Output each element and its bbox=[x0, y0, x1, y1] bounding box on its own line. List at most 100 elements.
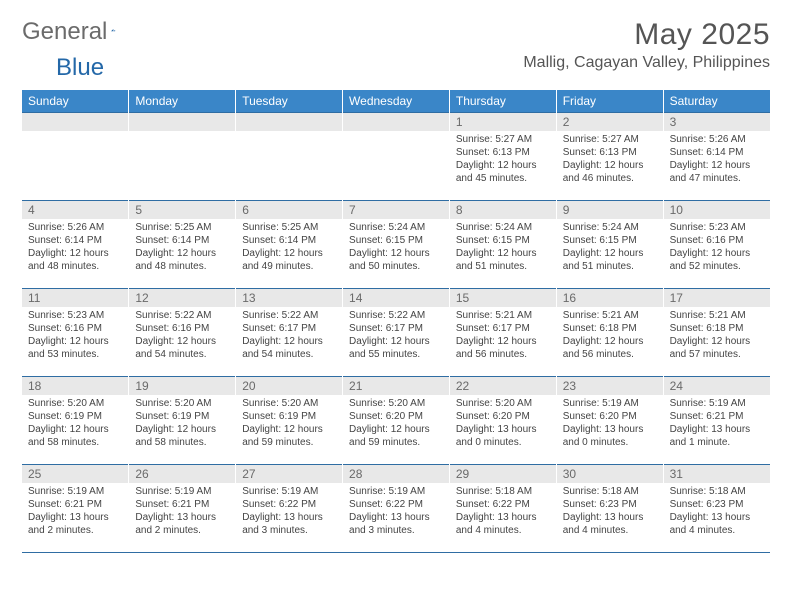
day-number: 2 bbox=[557, 113, 663, 131]
detail-line: Sunrise: 5:21 AM bbox=[563, 309, 657, 322]
day-number: 29 bbox=[450, 465, 556, 483]
detail-line: and 1 minute. bbox=[670, 436, 764, 449]
day-details: Sunrise: 5:20 AMSunset: 6:19 PMDaylight:… bbox=[22, 395, 128, 453]
detail-line: and 48 minutes. bbox=[28, 260, 122, 273]
day-number: 22 bbox=[450, 377, 556, 395]
detail-line: Sunrise: 5:19 AM bbox=[349, 485, 443, 498]
day-number: 15 bbox=[450, 289, 556, 307]
day-details: Sunrise: 5:25 AMSunset: 6:14 PMDaylight:… bbox=[129, 219, 235, 277]
calendar-day-cell: 12Sunrise: 5:22 AMSunset: 6:16 PMDayligh… bbox=[129, 289, 236, 377]
calendar-header-row: SundayMondayTuesdayWednesdayThursdayFrid… bbox=[22, 90, 770, 113]
detail-line: Sunset: 6:17 PM bbox=[242, 322, 336, 335]
detail-line: Sunset: 6:21 PM bbox=[670, 410, 764, 423]
detail-line: Sunrise: 5:19 AM bbox=[563, 397, 657, 410]
detail-line: Sunrise: 5:27 AM bbox=[563, 133, 657, 146]
calendar-day-cell: 24Sunrise: 5:19 AMSunset: 6:21 PMDayligh… bbox=[663, 377, 770, 465]
day-number: 17 bbox=[664, 289, 770, 307]
day-number bbox=[129, 113, 235, 131]
logo-word-blue: Blue bbox=[56, 54, 104, 81]
detail-line: Daylight: 12 hours bbox=[349, 423, 443, 436]
calendar-day-cell: 20Sunrise: 5:20 AMSunset: 6:19 PMDayligh… bbox=[236, 377, 343, 465]
calendar-day-cell: 21Sunrise: 5:20 AMSunset: 6:20 PMDayligh… bbox=[343, 377, 450, 465]
calendar-day-cell: 17Sunrise: 5:21 AMSunset: 6:18 PMDayligh… bbox=[663, 289, 770, 377]
detail-line: Sunrise: 5:19 AM bbox=[670, 397, 764, 410]
detail-line: Daylight: 12 hours bbox=[349, 247, 443, 260]
calendar-day-cell: 13Sunrise: 5:22 AMSunset: 6:17 PMDayligh… bbox=[236, 289, 343, 377]
day-number: 14 bbox=[343, 289, 449, 307]
detail-line: and 50 minutes. bbox=[349, 260, 443, 273]
detail-line: Daylight: 13 hours bbox=[563, 423, 657, 436]
detail-line: Daylight: 12 hours bbox=[456, 247, 550, 260]
detail-line: and 52 minutes. bbox=[670, 260, 764, 273]
calendar-week-row: 1Sunrise: 5:27 AMSunset: 6:13 PMDaylight… bbox=[22, 113, 770, 201]
detail-line: Daylight: 13 hours bbox=[670, 423, 764, 436]
day-number: 18 bbox=[22, 377, 128, 395]
day-details: Sunrise: 5:23 AMSunset: 6:16 PMDaylight:… bbox=[664, 219, 770, 277]
day-number: 27 bbox=[236, 465, 342, 483]
calendar-day-cell: 19Sunrise: 5:20 AMSunset: 6:19 PMDayligh… bbox=[129, 377, 236, 465]
day-number: 11 bbox=[22, 289, 128, 307]
detail-line: and 2 minutes. bbox=[28, 524, 122, 537]
detail-line: and 54 minutes. bbox=[242, 348, 336, 361]
day-details: Sunrise: 5:20 AMSunset: 6:20 PMDaylight:… bbox=[343, 395, 449, 453]
day-details: Sunrise: 5:18 AMSunset: 6:22 PMDaylight:… bbox=[450, 483, 556, 541]
detail-line: Sunrise: 5:27 AM bbox=[456, 133, 550, 146]
detail-line: Sunrise: 5:19 AM bbox=[28, 485, 122, 498]
dow-header: Sunday bbox=[22, 90, 129, 113]
calendar-day-cell: 28Sunrise: 5:19 AMSunset: 6:22 PMDayligh… bbox=[343, 465, 450, 553]
calendar-day-cell: 5Sunrise: 5:25 AMSunset: 6:14 PMDaylight… bbox=[129, 201, 236, 289]
day-details: Sunrise: 5:20 AMSunset: 6:19 PMDaylight:… bbox=[129, 395, 235, 453]
calendar-day-cell: 16Sunrise: 5:21 AMSunset: 6:18 PMDayligh… bbox=[556, 289, 663, 377]
dow-header: Thursday bbox=[449, 90, 556, 113]
detail-line: Sunset: 6:22 PM bbox=[349, 498, 443, 511]
detail-line: Sunrise: 5:19 AM bbox=[242, 485, 336, 498]
detail-line: Daylight: 12 hours bbox=[242, 247, 336, 260]
detail-line: Sunset: 6:18 PM bbox=[563, 322, 657, 335]
detail-line: Sunset: 6:13 PM bbox=[456, 146, 550, 159]
detail-line: Sunrise: 5:22 AM bbox=[135, 309, 229, 322]
day-number: 25 bbox=[22, 465, 128, 483]
logo-mark-icon bbox=[111, 21, 115, 39]
day-number: 12 bbox=[129, 289, 235, 307]
detail-line: Sunrise: 5:26 AM bbox=[28, 221, 122, 234]
detail-line: Sunset: 6:17 PM bbox=[456, 322, 550, 335]
detail-line: Daylight: 13 hours bbox=[28, 511, 122, 524]
detail-line: Daylight: 12 hours bbox=[563, 247, 657, 260]
calendar-day-cell: 22Sunrise: 5:20 AMSunset: 6:20 PMDayligh… bbox=[449, 377, 556, 465]
dow-header: Wednesday bbox=[343, 90, 450, 113]
detail-line: Sunset: 6:18 PM bbox=[670, 322, 764, 335]
detail-line: and 58 minutes. bbox=[135, 436, 229, 449]
detail-line: and 49 minutes. bbox=[242, 260, 336, 273]
day-number: 23 bbox=[557, 377, 663, 395]
dow-header: Tuesday bbox=[236, 90, 343, 113]
detail-line: Daylight: 12 hours bbox=[563, 335, 657, 348]
day-details: Sunrise: 5:21 AMSunset: 6:18 PMDaylight:… bbox=[664, 307, 770, 365]
detail-line: Daylight: 13 hours bbox=[242, 511, 336, 524]
detail-line: Sunrise: 5:20 AM bbox=[456, 397, 550, 410]
detail-line: Sunrise: 5:20 AM bbox=[28, 397, 122, 410]
day-details: Sunrise: 5:23 AMSunset: 6:16 PMDaylight:… bbox=[22, 307, 128, 365]
day-details: Sunrise: 5:19 AMSunset: 6:22 PMDaylight:… bbox=[343, 483, 449, 541]
detail-line: and 2 minutes. bbox=[135, 524, 229, 537]
day-number: 31 bbox=[664, 465, 770, 483]
detail-line: Daylight: 12 hours bbox=[670, 247, 764, 260]
day-details: Sunrise: 5:24 AMSunset: 6:15 PMDaylight:… bbox=[343, 219, 449, 277]
day-details: Sunrise: 5:21 AMSunset: 6:18 PMDaylight:… bbox=[557, 307, 663, 365]
calendar-week-row: 25Sunrise: 5:19 AMSunset: 6:21 PMDayligh… bbox=[22, 465, 770, 553]
detail-line: Daylight: 12 hours bbox=[135, 335, 229, 348]
day-number: 7 bbox=[343, 201, 449, 219]
detail-line: Daylight: 12 hours bbox=[135, 247, 229, 260]
day-number: 6 bbox=[236, 201, 342, 219]
detail-line: and 3 minutes. bbox=[242, 524, 336, 537]
detail-line: and 53 minutes. bbox=[28, 348, 122, 361]
detail-line: and 55 minutes. bbox=[349, 348, 443, 361]
day-number: 8 bbox=[450, 201, 556, 219]
detail-line: and 0 minutes. bbox=[563, 436, 657, 449]
calendar-day-cell: 2Sunrise: 5:27 AMSunset: 6:13 PMDaylight… bbox=[556, 113, 663, 201]
detail-line: Daylight: 13 hours bbox=[670, 511, 764, 524]
calendar-day-cell: 7Sunrise: 5:24 AMSunset: 6:15 PMDaylight… bbox=[343, 201, 450, 289]
calendar-day-cell: 31Sunrise: 5:18 AMSunset: 6:23 PMDayligh… bbox=[663, 465, 770, 553]
detail-line: Sunset: 6:15 PM bbox=[349, 234, 443, 247]
day-number: 19 bbox=[129, 377, 235, 395]
day-number bbox=[343, 113, 449, 131]
